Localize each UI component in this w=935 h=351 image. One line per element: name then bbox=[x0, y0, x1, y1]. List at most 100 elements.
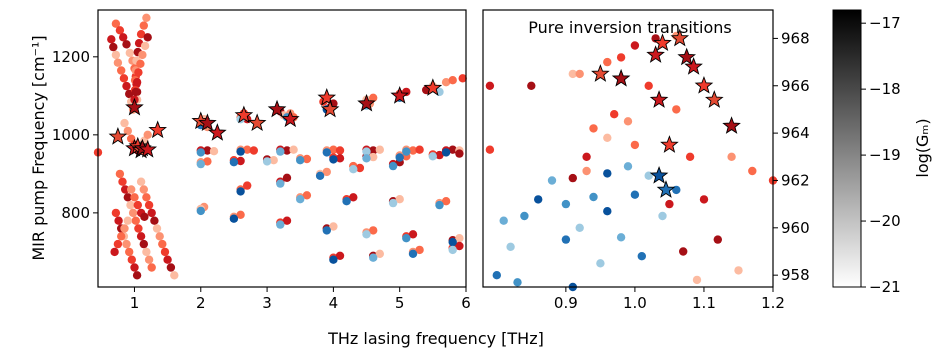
left-panel-point bbox=[143, 33, 152, 42]
left-panel-point bbox=[117, 232, 126, 241]
right-panel-star bbox=[591, 64, 610, 82]
right-panel-point bbox=[616, 233, 626, 242]
left-panel-point bbox=[448, 237, 457, 247]
left-panel-ylabel: MIR pump Frequency [cm⁻¹] bbox=[29, 35, 48, 260]
left-panel-point bbox=[458, 74, 467, 83]
left-panel-star bbox=[423, 78, 443, 96]
left-panel-point bbox=[123, 193, 132, 202]
left-panel-point bbox=[123, 216, 132, 225]
left-panel-point bbox=[282, 173, 292, 182]
left-panel-point bbox=[158, 239, 167, 249]
left-panel-point bbox=[134, 68, 143, 77]
left-panel-point bbox=[163, 255, 172, 264]
left-panel-star bbox=[108, 127, 128, 145]
left-panel-point bbox=[152, 224, 162, 233]
left-panel-star bbox=[148, 120, 167, 139]
colorbar-label: log(Gₘ) bbox=[913, 118, 932, 177]
right-panel-xtick-label: 0.9 bbox=[554, 294, 578, 312]
left-panel-point bbox=[132, 78, 142, 87]
right-panel-point bbox=[685, 152, 695, 161]
right-panel-points bbox=[485, 28, 778, 292]
colorbar-tick-label: −17 bbox=[869, 14, 901, 32]
right-panel-point bbox=[506, 242, 515, 251]
right-panel-point bbox=[630, 140, 640, 150]
left-panel-point bbox=[125, 89, 134, 99]
right-panel-xtick-label: 1.0 bbox=[623, 294, 647, 312]
right-panel-point bbox=[513, 278, 522, 287]
right-panel-point bbox=[485, 81, 495, 91]
left-panel-point bbox=[315, 171, 325, 180]
left-panel-xtick-label: 1 bbox=[130, 294, 140, 312]
left-panel-xtick-label: 2 bbox=[196, 294, 206, 312]
left-panel-point bbox=[203, 157, 212, 166]
left-panel-point bbox=[329, 155, 338, 164]
left-panel-point bbox=[395, 195, 404, 204]
right-panel-point bbox=[589, 192, 598, 202]
left-panel-point bbox=[125, 247, 134, 257]
left-panel-point bbox=[329, 145, 338, 154]
left-panel-points bbox=[93, 13, 467, 280]
left-panel-point bbox=[355, 163, 365, 173]
right-panel-point bbox=[603, 207, 612, 216]
left-panel-point bbox=[236, 147, 245, 156]
right-panel-point bbox=[610, 110, 619, 119]
left-panel-xlabel: THz lasing frequency [THz] bbox=[327, 329, 544, 348]
colorbar-tick-label: −19 bbox=[869, 146, 901, 164]
left-panel-point bbox=[441, 148, 451, 157]
left-panel-point bbox=[209, 147, 219, 156]
right-panel-star bbox=[694, 75, 714, 94]
left-panel-point bbox=[408, 146, 418, 155]
left-panel-point bbox=[144, 255, 154, 264]
right-panel-point bbox=[679, 247, 688, 256]
left-panel-point bbox=[196, 206, 205, 216]
left-panel-point bbox=[110, 247, 119, 257]
right-panel-point bbox=[637, 252, 646, 261]
left-panel-star bbox=[125, 97, 144, 116]
left-panel-point bbox=[415, 245, 424, 255]
left-panel-point bbox=[322, 167, 331, 177]
right-panel-point bbox=[623, 162, 633, 171]
right-panel-point bbox=[575, 223, 584, 232]
left-panel-point bbox=[119, 74, 129, 83]
right-panel-ytick-label: 966 bbox=[781, 77, 810, 95]
right-panel-point bbox=[644, 81, 653, 91]
left-panel-point bbox=[441, 197, 451, 206]
left-panel-point bbox=[329, 255, 338, 264]
left-panel-point bbox=[117, 66, 126, 75]
right-panel-point bbox=[596, 259, 605, 268]
left-panel-point bbox=[111, 19, 121, 28]
right-panel-point bbox=[582, 152, 591, 161]
left-panel-point bbox=[115, 26, 125, 35]
right-panel-point bbox=[568, 173, 577, 183]
left-panel: 1 2 3 4 5 6 800 1000 1200 MIR pump Frequency [cm… bbox=[29, 9, 544, 348]
left-panel-point bbox=[133, 200, 142, 210]
left-panel-point bbox=[229, 214, 239, 223]
left-panel-point bbox=[142, 13, 151, 22]
left-panel-ytick-label: 800 bbox=[61, 204, 90, 222]
right-panel-ytick-label: 968 bbox=[781, 29, 810, 47]
left-panel-point bbox=[147, 263, 156, 272]
left-panel-point bbox=[395, 153, 404, 162]
right-panel-point bbox=[692, 275, 702, 285]
right-panel-star bbox=[722, 116, 741, 134]
left-panel-point bbox=[115, 169, 125, 179]
left-panel-point bbox=[236, 187, 245, 196]
left-panel-point bbox=[125, 48, 134, 58]
left-panel-point bbox=[166, 263, 176, 272]
left-panel-point bbox=[296, 195, 305, 204]
left-panel-point bbox=[276, 147, 285, 156]
left-panel-point bbox=[369, 152, 378, 162]
left-panel-point bbox=[127, 255, 136, 264]
left-panel-point bbox=[147, 208, 156, 218]
left-panel-point bbox=[296, 156, 305, 165]
left-panel-star bbox=[320, 99, 340, 118]
right-panel-star bbox=[649, 165, 669, 184]
left-panel-point bbox=[415, 145, 424, 154]
left-panel-star bbox=[247, 113, 267, 132]
left-panel-point bbox=[134, 224, 143, 233]
left-panel-point bbox=[196, 159, 205, 169]
left-panel-point bbox=[362, 154, 371, 163]
right-panel-point bbox=[520, 211, 529, 221]
right-panel-frame bbox=[482, 9, 774, 288]
